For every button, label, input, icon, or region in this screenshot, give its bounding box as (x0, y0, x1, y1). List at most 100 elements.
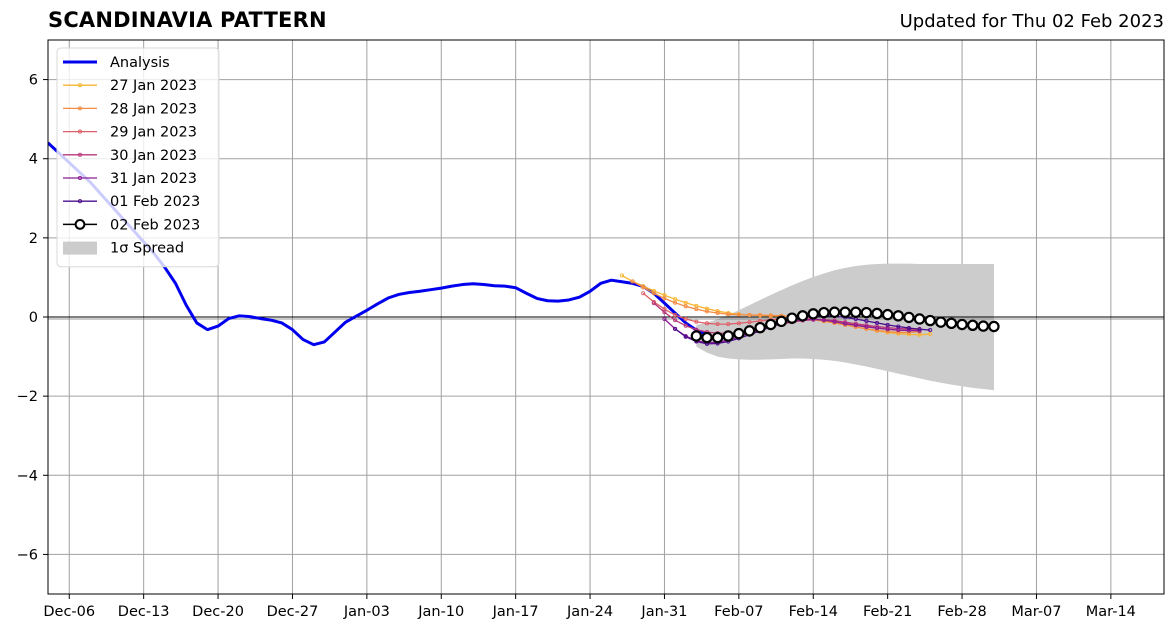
data-point (874, 326, 880, 331)
data-point (860, 306, 873, 319)
data-point (892, 310, 904, 322)
data-point (651, 291, 656, 296)
legend-marker (77, 152, 83, 157)
data-point (850, 306, 862, 318)
data-point (641, 291, 646, 296)
data-point (906, 326, 911, 331)
data-point (673, 318, 678, 323)
data-point (765, 318, 777, 331)
y-tick-label: 2 (29, 231, 38, 247)
data-point (839, 306, 851, 318)
data-point (864, 324, 869, 329)
data-point (673, 326, 678, 331)
data-point (619, 273, 624, 278)
data-point (733, 327, 745, 340)
data-point (747, 312, 752, 318)
data-point (768, 313, 773, 318)
data-point (956, 318, 968, 331)
data-point (796, 310, 809, 322)
y-tick-label: 0 (29, 310, 38, 326)
legend-label: 1σ Spread (110, 241, 184, 257)
data-point (726, 322, 731, 327)
data-point (945, 317, 958, 330)
x-tick-label: Jan-17 (492, 604, 539, 620)
data-point (715, 322, 720, 327)
data-point (722, 330, 734, 342)
x-tick-label: Feb-07 (714, 604, 763, 620)
data-point (881, 308, 894, 321)
legend-label: 01 Feb 2023 (110, 194, 200, 210)
data-point (743, 325, 756, 337)
data-point (871, 307, 883, 320)
data-point (641, 285, 646, 290)
data-point (832, 319, 837, 324)
chart-subtitle: Updated for Thu 02 Feb 2023 (899, 11, 1164, 32)
data-point (874, 320, 880, 325)
data-point (726, 312, 731, 317)
data-point (935, 316, 947, 328)
x-tick-label: Feb-28 (937, 604, 986, 620)
data-point (711, 331, 724, 344)
data-point (807, 308, 819, 320)
y-tick-label: 4 (29, 152, 38, 168)
data-point (924, 314, 936, 327)
data-point (683, 334, 688, 339)
data-point (843, 321, 848, 326)
x-tick-label: Jan-31 (640, 604, 687, 620)
data-point (704, 321, 710, 326)
data-point (885, 322, 890, 327)
legend-marker (77, 83, 83, 88)
y-tick-label: −6 (17, 547, 38, 563)
legend-marker (77, 129, 83, 134)
legend-label: 30 Jan 2023 (110, 148, 197, 164)
series-line (632, 280, 920, 334)
data-point (673, 300, 678, 305)
data-point (988, 320, 1000, 333)
data-point (928, 331, 933, 337)
data-point (874, 328, 880, 333)
y-tick-label: −2 (17, 389, 38, 405)
data-point (630, 279, 635, 284)
data-point (966, 319, 979, 332)
data-point (651, 288, 656, 293)
x-tick-label: Jan-24 (566, 604, 613, 620)
data-point (906, 328, 911, 333)
data-point (864, 318, 869, 324)
data-point (885, 327, 890, 332)
data-point (747, 320, 752, 325)
data-point (683, 304, 688, 309)
legend-marker (74, 219, 86, 230)
legend-label: 31 Jan 2023 (110, 171, 197, 187)
data-point (928, 328, 933, 333)
data-point (758, 312, 763, 318)
data-point (662, 316, 667, 322)
legend-box (56, 47, 220, 268)
data-point (701, 331, 713, 344)
x-tick-label: Feb-14 (789, 604, 838, 620)
data-point (683, 323, 688, 328)
x-tick-label: Mar-14 (1086, 604, 1136, 620)
data-point (704, 309, 710, 314)
data-point (736, 312, 741, 317)
data-point (821, 318, 826, 323)
legend-marker (77, 199, 83, 204)
x-tick-label: Jan-03 (343, 604, 390, 620)
x-tick-label: Dec-27 (267, 604, 319, 620)
legend-label: 02 Feb 2023 (110, 217, 200, 233)
legend-swatch (63, 241, 97, 255)
data-point (690, 330, 703, 342)
data-point (683, 316, 688, 322)
data-point (977, 320, 990, 332)
x-tick-label: Dec-20 (192, 604, 244, 620)
data-point (896, 330, 901, 335)
data-point (715, 310, 720, 316)
data-point (673, 312, 678, 318)
data-point (662, 310, 667, 315)
data-point (651, 301, 656, 306)
data-point (754, 321, 766, 334)
data-point (818, 306, 830, 319)
data-point (913, 313, 926, 325)
legend-label: 28 Jan 2023 (110, 101, 197, 117)
data-point (694, 319, 699, 324)
